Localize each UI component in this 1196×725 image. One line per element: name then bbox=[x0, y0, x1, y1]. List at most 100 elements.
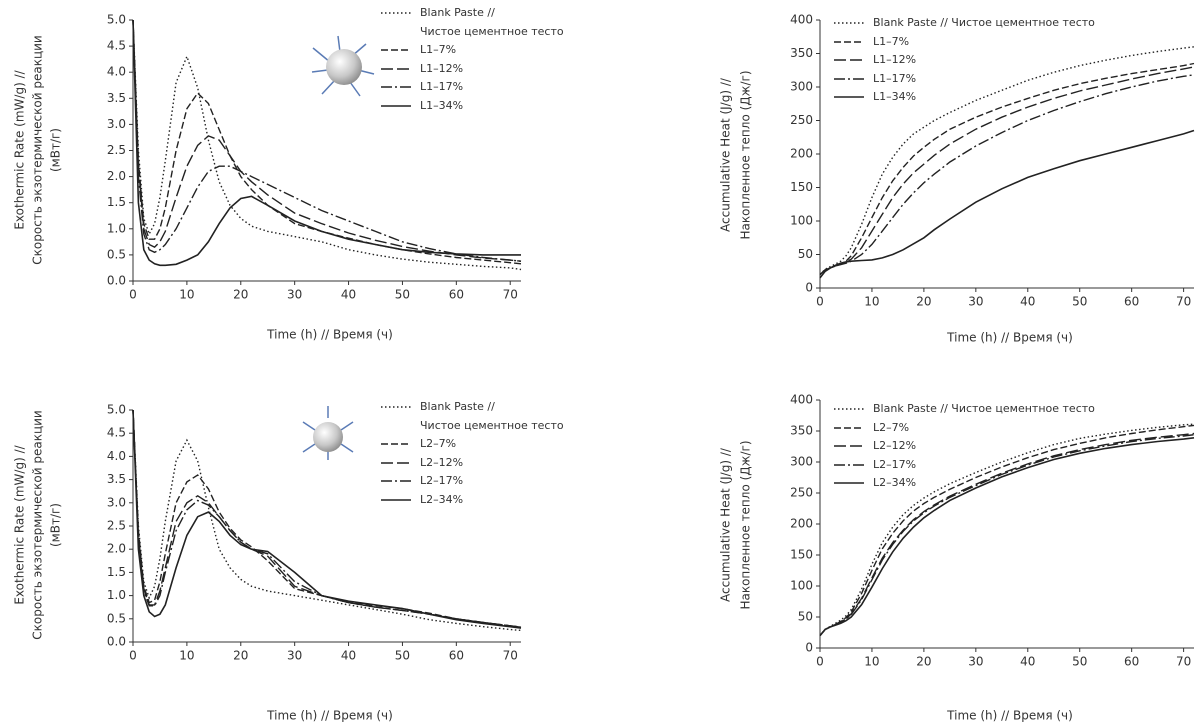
legend-label: L1–17% bbox=[873, 71, 917, 85]
x-axis-label: Time (h) // Время (ч) bbox=[946, 709, 1073, 723]
y-tick-label: 2.5 bbox=[107, 519, 126, 533]
y-tick-label: 2.0 bbox=[107, 169, 126, 183]
series-line bbox=[132, 409, 522, 629]
x-tick-label: 70 bbox=[503, 288, 518, 302]
legend-swatch bbox=[381, 67, 411, 70]
legend-swatch bbox=[381, 49, 411, 51]
x-tick-label: 10 bbox=[864, 295, 879, 309]
x-tick-label: 70 bbox=[1176, 655, 1191, 669]
x-tick-label: 20 bbox=[916, 295, 931, 309]
legend-label: L2–12% bbox=[420, 455, 464, 469]
legend-swatch bbox=[834, 463, 864, 466]
legend-swatch bbox=[834, 426, 864, 429]
x-tick-label: 40 bbox=[1020, 295, 1035, 309]
y-tick-label: 1.0 bbox=[107, 221, 126, 235]
series-line bbox=[819, 74, 1195, 276]
x-tick-label: 60 bbox=[449, 649, 464, 663]
legend-swatch bbox=[381, 443, 411, 445]
x-tick-label: 0 bbox=[129, 288, 137, 302]
legend-label: Blank Paste // Чистое цементное тесто bbox=[420, 400, 564, 432]
molecule-icon bbox=[311, 35, 375, 97]
legend-swatch bbox=[834, 40, 864, 43]
legend-item: L2–34% bbox=[380, 491, 564, 510]
legend-item: L1–7% bbox=[380, 41, 564, 60]
legend-swatch bbox=[834, 408, 864, 410]
legend-label: L1–12% bbox=[420, 61, 464, 75]
legend-label: Blank Paste // Чистое цементное тесто bbox=[420, 6, 564, 38]
series-line bbox=[132, 19, 521, 267]
y-tick-label: 200 bbox=[790, 147, 813, 161]
x-tick-label: 30 bbox=[287, 649, 302, 663]
legend-label: L1–34% bbox=[420, 98, 464, 112]
x-tick-label: 50 bbox=[395, 288, 410, 302]
legend-item: L2–34% bbox=[833, 474, 1095, 493]
legend-label: Blank Paste // Чистое цементное тесто bbox=[873, 402, 1095, 415]
series-line bbox=[819, 129, 1195, 279]
x-axis-label: Time (h) // Время (ч) bbox=[266, 709, 393, 723]
y-axis-label: Exothermic Rate (mW/g) // bbox=[13, 444, 27, 604]
y-tick-label: 0 bbox=[805, 281, 813, 295]
legend-item: L1–17% bbox=[380, 78, 564, 97]
y-tick-label: 150 bbox=[790, 180, 813, 194]
y-tick-label: 300 bbox=[790, 80, 813, 94]
legend-item: L2–12% bbox=[380, 454, 564, 473]
x-tick-label: 30 bbox=[287, 288, 302, 302]
y-tick-label: 3.5 bbox=[107, 472, 126, 486]
y-tick-label: 400 bbox=[790, 393, 813, 407]
legend-swatch bbox=[834, 59, 864, 61]
x-tick-label: 60 bbox=[1124, 295, 1139, 309]
legend-item: L2–12% bbox=[833, 437, 1095, 456]
y-tick-label: 0.0 bbox=[107, 635, 126, 649]
y-tick-label: 1.5 bbox=[107, 195, 126, 209]
x-tick-label: 70 bbox=[503, 649, 518, 663]
y-tick-label: 5.0 bbox=[107, 13, 126, 27]
x-tick-label: 10 bbox=[179, 649, 194, 663]
y-tick-label: 300 bbox=[790, 455, 813, 469]
x-tick-label: 40 bbox=[341, 649, 356, 663]
y-tick-label: 50 bbox=[798, 610, 813, 624]
y-axis-label: Накопленное тепло (Дж/г) bbox=[739, 440, 753, 609]
legend-swatch bbox=[834, 22, 864, 24]
legend-label: L2–12% bbox=[873, 439, 917, 452]
legend-label: L1–17% bbox=[420, 80, 464, 93]
y-tick-label: 3.0 bbox=[107, 495, 126, 509]
y-tick-label: 350 bbox=[790, 46, 813, 60]
x-tick-label: 20 bbox=[916, 655, 931, 669]
x-tick-label: 10 bbox=[864, 655, 879, 669]
y-tick-label: 1.0 bbox=[107, 588, 126, 602]
y-tick-label: 400 bbox=[790, 13, 813, 27]
x-tick-label: 60 bbox=[449, 288, 464, 302]
y-axis-label: (мВт/г) bbox=[49, 128, 63, 172]
legend: Blank Paste // Чистое цементное тесто L1–… bbox=[380, 4, 564, 115]
legend-item: L2–17% bbox=[380, 472, 564, 491]
x-tick-label: 60 bbox=[1124, 655, 1139, 669]
x-tick-label: 40 bbox=[1020, 655, 1035, 669]
molecule-icon bbox=[302, 406, 354, 460]
x-tick-label: 70 bbox=[1176, 295, 1191, 309]
x-tick-label: 0 bbox=[816, 655, 824, 669]
y-tick-label: 100 bbox=[790, 214, 813, 228]
legend-item: L1–34% bbox=[833, 88, 1095, 107]
legend-item: L1–12% bbox=[833, 51, 1095, 70]
legend-swatch bbox=[381, 104, 411, 107]
series-line bbox=[132, 19, 522, 262]
series-line bbox=[132, 409, 522, 628]
legend-item: L2–7% bbox=[380, 435, 564, 454]
series-line bbox=[819, 437, 1195, 637]
series-line bbox=[132, 409, 522, 632]
x-tick-label: 10 bbox=[179, 288, 194, 302]
y-tick-label: 250 bbox=[790, 486, 813, 500]
y-tick-label: 4.5 bbox=[107, 426, 126, 440]
legend-item: L1–17% bbox=[833, 70, 1095, 89]
x-tick-label: 30 bbox=[968, 655, 983, 669]
y-tick-label: 250 bbox=[790, 113, 813, 127]
y-tick-label: 100 bbox=[790, 579, 813, 593]
legend-item: Blank Paste // Чистое цементное тесто bbox=[380, 398, 564, 435]
legend-item: Blank Paste // Чистое цементное тесто bbox=[833, 400, 1095, 419]
y-tick-label: 4.0 bbox=[107, 449, 126, 463]
y-tick-label: 2.5 bbox=[107, 143, 126, 157]
legend-label: L2–34% bbox=[873, 476, 917, 489]
x-tick-label: 50 bbox=[1072, 295, 1087, 309]
